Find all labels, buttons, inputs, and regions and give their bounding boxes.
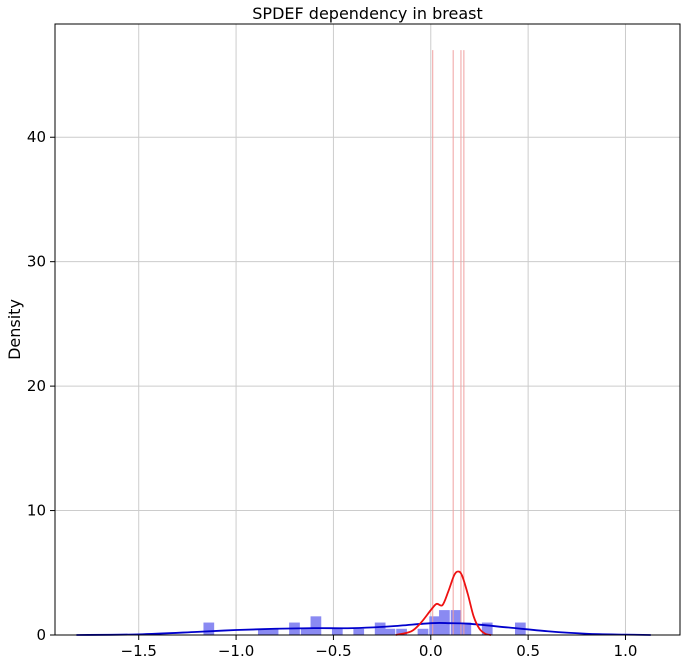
red-rug-lines [432, 50, 465, 635]
y-tick-label: 0 [36, 626, 46, 644]
x-tick-label: −0.5 [315, 642, 351, 660]
histogram-bar [310, 616, 322, 635]
x-tick-label: −1.0 [218, 642, 254, 660]
histogram-bar [257, 628, 269, 635]
histogram-bar [331, 628, 343, 635]
kde-curves [76, 570, 651, 636]
plot-area [55, 24, 680, 635]
histogram-bar [203, 622, 215, 635]
red-kde-line [395, 570, 492, 636]
histogram-bar [460, 622, 472, 635]
y-axis-label: Density [5, 299, 24, 360]
y-tick-label: 40 [27, 128, 46, 146]
histogram-bar [267, 628, 279, 635]
chart-title: SPDEF dependency in breast [252, 4, 482, 23]
histogram-bar [429, 616, 441, 635]
blue-kde-line [76, 622, 651, 636]
plot-frame [54, 23, 681, 636]
histogram-bar [353, 628, 365, 635]
histogram-bar [417, 628, 429, 635]
histogram-bar [384, 628, 396, 635]
y-tick-label: 10 [27, 502, 46, 520]
x-axis-ticks: −1.5 −1.0 −0.5 0.0 0.5 1.0 [121, 635, 638, 660]
x-tick-label: 1.0 [614, 642, 638, 660]
x-tick-label: 0.0 [419, 642, 443, 660]
x-tick-label: 0.5 [516, 642, 540, 660]
x-tick-label: −1.5 [121, 642, 157, 660]
y-tick-label: 30 [27, 253, 46, 271]
y-axis-ticks: 0 10 20 30 40 [27, 128, 55, 644]
y-tick-label: 20 [27, 377, 46, 395]
histogram-bar [374, 622, 386, 635]
histogram-bar [396, 628, 407, 635]
histogram-bar [300, 628, 312, 635]
histogram-bar [481, 622, 493, 635]
